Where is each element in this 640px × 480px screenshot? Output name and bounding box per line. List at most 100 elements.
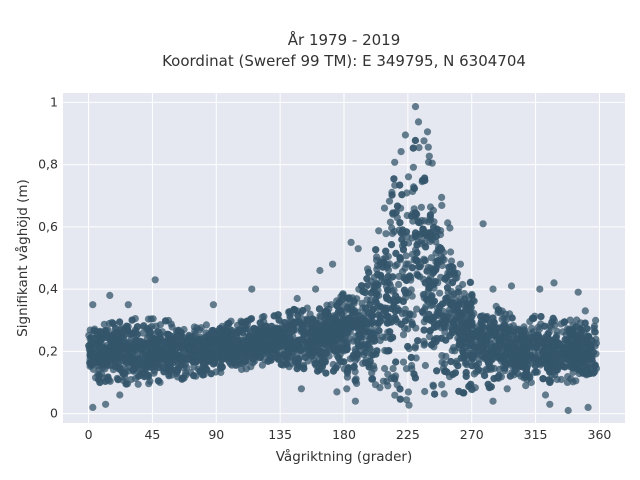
data-point bbox=[150, 369, 158, 377]
data-point bbox=[449, 263, 457, 271]
data-point-outlier bbox=[584, 403, 592, 411]
data-point bbox=[219, 346, 228, 354]
data-point bbox=[115, 365, 123, 373]
data-point bbox=[411, 232, 419, 241]
data-point bbox=[591, 362, 599, 370]
data-point bbox=[482, 314, 490, 322]
data-point bbox=[295, 318, 303, 326]
data-point bbox=[515, 358, 523, 367]
data-point bbox=[95, 365, 103, 373]
data-point bbox=[546, 363, 555, 371]
data-point bbox=[534, 331, 542, 339]
data-point bbox=[459, 389, 467, 397]
data-point bbox=[496, 341, 504, 349]
data-point bbox=[399, 358, 408, 366]
data-point bbox=[275, 316, 283, 324]
data-point bbox=[474, 366, 483, 374]
data-point bbox=[299, 306, 307, 315]
data-point bbox=[109, 335, 118, 343]
data-point bbox=[572, 323, 580, 331]
data-point bbox=[396, 385, 404, 393]
data-point bbox=[261, 337, 269, 345]
data-point bbox=[592, 316, 600, 324]
data-point bbox=[545, 376, 553, 384]
data-point bbox=[543, 337, 551, 345]
data-point bbox=[430, 218, 438, 226]
data-point bbox=[362, 359, 370, 367]
data-point bbox=[309, 345, 317, 353]
data-point bbox=[154, 328, 162, 336]
data-point bbox=[147, 315, 155, 323]
data-point bbox=[443, 294, 452, 302]
x-tick-labels: 0 45 90 135 180 225 270 315 360 bbox=[85, 427, 612, 442]
data-point bbox=[425, 310, 433, 318]
data-point bbox=[478, 323, 487, 331]
data-point bbox=[191, 357, 199, 365]
data-point bbox=[475, 356, 483, 364]
data-point bbox=[385, 347, 393, 355]
data-point bbox=[350, 351, 358, 359]
data-point bbox=[462, 307, 470, 315]
data-point bbox=[421, 176, 429, 185]
data-point bbox=[154, 377, 162, 385]
data-point bbox=[387, 318, 396, 326]
data-point bbox=[528, 314, 537, 322]
data-point bbox=[467, 341, 475, 349]
data-point bbox=[372, 298, 380, 306]
data-point bbox=[391, 158, 399, 166]
data-point bbox=[334, 308, 343, 316]
data-point bbox=[177, 354, 185, 362]
data-point bbox=[537, 313, 545, 321]
y-tick-label: 1 bbox=[50, 94, 58, 109]
data-point bbox=[410, 184, 418, 192]
data-point bbox=[230, 343, 238, 351]
data-point bbox=[160, 364, 168, 372]
chart-title-line-1: År 1979 - 2019 bbox=[288, 30, 401, 49]
data-point bbox=[466, 278, 474, 286]
data-point bbox=[188, 334, 196, 342]
data-point bbox=[446, 300, 454, 308]
data-point bbox=[481, 371, 489, 380]
data-point-outlier bbox=[293, 294, 301, 303]
data-point bbox=[129, 329, 137, 337]
data-point bbox=[388, 224, 396, 232]
data-point bbox=[503, 315, 511, 323]
data-point bbox=[316, 359, 324, 367]
data-point bbox=[390, 175, 398, 183]
data-point bbox=[560, 351, 568, 359]
data-point bbox=[460, 289, 468, 298]
data-point bbox=[215, 352, 223, 360]
data-point bbox=[322, 369, 330, 377]
data-point bbox=[146, 377, 154, 385]
data-point bbox=[361, 317, 369, 325]
data-point bbox=[315, 305, 324, 313]
data-point bbox=[420, 137, 428, 145]
data-point bbox=[198, 352, 206, 360]
data-point bbox=[128, 316, 136, 324]
data-point bbox=[490, 364, 498, 372]
data-point bbox=[258, 313, 266, 321]
data-point bbox=[508, 355, 516, 363]
data-point bbox=[235, 326, 243, 334]
data-point bbox=[357, 332, 365, 341]
data-point bbox=[184, 355, 192, 363]
data-point-outlier bbox=[564, 406, 572, 415]
data-point bbox=[425, 152, 433, 160]
data-point bbox=[235, 343, 243, 351]
data-point bbox=[343, 329, 351, 337]
data-point bbox=[406, 310, 414, 318]
data-point bbox=[433, 225, 441, 233]
data-point bbox=[384, 278, 392, 286]
data-point-outlier bbox=[489, 397, 497, 405]
data-point bbox=[532, 368, 540, 376]
data-point bbox=[411, 342, 419, 351]
data-point bbox=[529, 353, 537, 361]
data-point bbox=[199, 371, 207, 379]
data-point bbox=[414, 337, 422, 345]
data-point bbox=[421, 361, 429, 370]
data-point bbox=[570, 353, 578, 361]
data-point-outlier bbox=[536, 285, 544, 293]
data-point bbox=[368, 375, 377, 383]
data-point bbox=[300, 365, 308, 373]
data-point bbox=[458, 320, 466, 328]
